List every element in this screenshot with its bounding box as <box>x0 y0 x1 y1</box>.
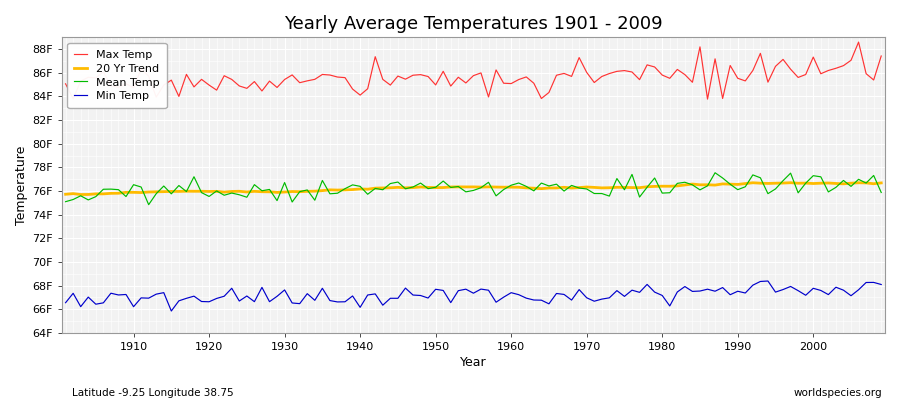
Line: Mean Temp: Mean Temp <box>66 173 881 205</box>
Min Temp <box>339 299 350 304</box>
Min Temp <box>121 292 131 297</box>
Title: Yearly Average Temperatures 1901 - 2009: Yearly Average Temperatures 1901 - 2009 <box>284 15 662 33</box>
Mean Temp <box>60 199 71 204</box>
Mean Temp <box>876 190 886 195</box>
Min Temp <box>762 279 773 284</box>
Max Temp <box>332 75 343 80</box>
Max Temp <box>499 81 509 86</box>
Min Temp <box>876 282 886 287</box>
Max Temp <box>121 81 131 86</box>
Mean Temp <box>506 183 517 188</box>
Min Temp <box>294 301 305 306</box>
Max Temp <box>60 82 71 86</box>
Min Temp <box>166 308 176 313</box>
20 Yr Trend <box>294 189 305 194</box>
Max Temp <box>597 74 608 79</box>
Max Temp <box>853 40 864 44</box>
20 Yr Trend <box>513 185 524 190</box>
Max Temp <box>287 72 298 77</box>
20 Yr Trend <box>876 180 886 185</box>
Max Temp <box>506 81 517 86</box>
20 Yr Trend <box>604 185 615 190</box>
20 Yr Trend <box>76 192 86 197</box>
Text: worldspecies.org: worldspecies.org <box>794 388 882 398</box>
Min Temp <box>604 296 615 300</box>
Mean Temp <box>294 189 305 194</box>
20 Yr Trend <box>785 180 796 185</box>
Line: 20 Yr Trend: 20 Yr Trend <box>66 183 881 194</box>
20 Yr Trend <box>60 192 71 197</box>
20 Yr Trend <box>339 188 350 192</box>
Max Temp <box>702 97 713 102</box>
Mean Temp <box>143 202 154 207</box>
Mean Temp <box>121 194 131 199</box>
Legend: Max Temp, 20 Yr Trend, Mean Temp, Min Temp: Max Temp, 20 Yr Trend, Mean Temp, Min Te… <box>68 43 166 108</box>
Text: Latitude -9.25 Longitude 38.75: Latitude -9.25 Longitude 38.75 <box>72 388 234 398</box>
Min Temp <box>506 290 517 295</box>
Mean Temp <box>513 181 524 186</box>
Min Temp <box>513 292 524 297</box>
Y-axis label: Temperature: Temperature <box>15 145 28 225</box>
Line: Max Temp: Max Temp <box>66 42 881 99</box>
20 Yr Trend <box>506 185 517 190</box>
Max Temp <box>876 54 886 58</box>
X-axis label: Year: Year <box>460 356 487 369</box>
Min Temp <box>60 300 71 305</box>
Mean Temp <box>604 194 615 198</box>
Mean Temp <box>339 186 350 191</box>
Line: Min Temp: Min Temp <box>66 281 881 311</box>
20 Yr Trend <box>128 190 139 195</box>
Mean Temp <box>710 170 721 175</box>
